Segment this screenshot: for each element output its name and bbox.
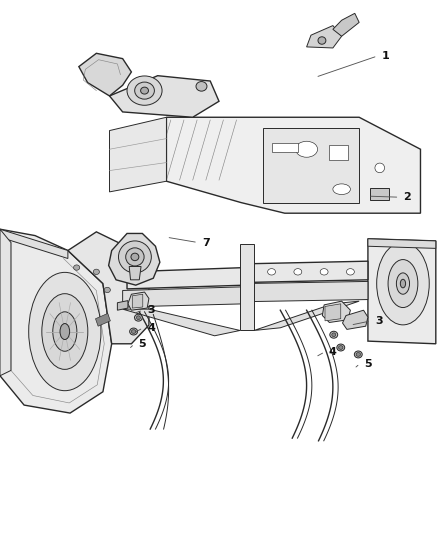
Polygon shape: [254, 301, 359, 330]
Polygon shape: [68, 232, 149, 344]
Polygon shape: [79, 53, 131, 96]
Bar: [370, 188, 389, 200]
Polygon shape: [123, 287, 245, 307]
Ellipse shape: [320, 269, 328, 275]
Polygon shape: [333, 13, 359, 36]
Text: 7: 7: [202, 238, 210, 247]
Polygon shape: [343, 310, 368, 329]
Polygon shape: [307, 26, 342, 48]
Ellipse shape: [131, 329, 136, 334]
Ellipse shape: [377, 242, 429, 325]
Ellipse shape: [134, 314, 142, 321]
Polygon shape: [166, 117, 420, 213]
Polygon shape: [109, 233, 160, 285]
Ellipse shape: [296, 141, 318, 157]
Polygon shape: [0, 229, 11, 376]
Ellipse shape: [127, 76, 162, 106]
Polygon shape: [110, 76, 219, 117]
Ellipse shape: [339, 346, 343, 350]
Polygon shape: [117, 301, 128, 310]
Ellipse shape: [141, 87, 148, 94]
Bar: [272, 143, 298, 152]
Polygon shape: [129, 266, 141, 280]
Ellipse shape: [337, 344, 345, 351]
Text: 3: 3: [147, 305, 155, 315]
Ellipse shape: [53, 312, 77, 351]
Polygon shape: [245, 261, 368, 282]
Ellipse shape: [396, 273, 410, 294]
Polygon shape: [95, 313, 110, 326]
Text: 4: 4: [329, 347, 337, 357]
Polygon shape: [322, 301, 350, 322]
Text: 5: 5: [138, 339, 146, 349]
Ellipse shape: [104, 287, 110, 293]
Ellipse shape: [196, 82, 207, 91]
Polygon shape: [110, 117, 166, 192]
Polygon shape: [325, 304, 341, 321]
Ellipse shape: [130, 328, 138, 335]
Polygon shape: [0, 229, 68, 259]
Polygon shape: [263, 128, 359, 203]
Ellipse shape: [354, 351, 362, 358]
Ellipse shape: [118, 241, 152, 273]
Polygon shape: [128, 292, 149, 310]
Bar: [328, 145, 348, 160]
Ellipse shape: [333, 184, 350, 195]
Ellipse shape: [356, 353, 360, 356]
Ellipse shape: [400, 279, 406, 288]
Ellipse shape: [330, 331, 338, 338]
Text: 1: 1: [381, 51, 389, 61]
Polygon shape: [123, 309, 240, 336]
Text: 2: 2: [403, 192, 411, 202]
Polygon shape: [368, 239, 436, 248]
Ellipse shape: [137, 316, 140, 319]
Text: 5: 5: [364, 359, 372, 368]
Ellipse shape: [375, 163, 385, 173]
Ellipse shape: [93, 269, 99, 274]
Ellipse shape: [28, 272, 101, 391]
Ellipse shape: [388, 260, 418, 308]
Ellipse shape: [74, 265, 80, 270]
Ellipse shape: [318, 37, 326, 44]
Ellipse shape: [268, 269, 276, 275]
Polygon shape: [240, 244, 254, 330]
Polygon shape: [127, 268, 245, 289]
Ellipse shape: [346, 269, 354, 275]
Ellipse shape: [126, 248, 144, 266]
Ellipse shape: [294, 269, 302, 275]
Polygon shape: [0, 229, 112, 413]
Text: 4: 4: [147, 323, 155, 333]
Polygon shape: [132, 294, 143, 308]
Polygon shape: [245, 281, 368, 302]
Ellipse shape: [60, 324, 70, 340]
Polygon shape: [368, 239, 436, 344]
Ellipse shape: [131, 253, 139, 261]
Ellipse shape: [332, 333, 336, 337]
Ellipse shape: [42, 294, 88, 369]
Ellipse shape: [135, 82, 154, 99]
Text: 3: 3: [375, 316, 383, 326]
